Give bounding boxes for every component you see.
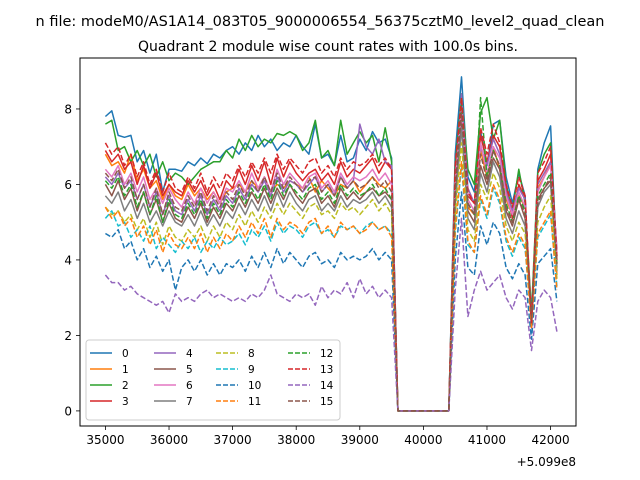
legend-label-4: 4 (186, 348, 193, 360)
legend-label-1: 1 (122, 364, 129, 376)
series-line-14 (104, 217, 558, 412)
plot-frame (79, 57, 577, 427)
series-layer (104, 76, 558, 412)
series-line-3 (104, 104, 558, 412)
legend-label-11: 11 (248, 396, 261, 408)
y-tick-label: 0 (64, 404, 72, 418)
series-line-9 (104, 164, 558, 412)
legend-label-2: 2 (122, 380, 129, 392)
series-line-13 (104, 96, 558, 412)
x-tick-label: 37000 (214, 433, 252, 447)
y-tick-label: 2 (64, 329, 72, 343)
x-tick-label: 41000 (468, 433, 506, 447)
series-line-8 (104, 142, 558, 412)
series-line-10 (105, 191, 558, 412)
series-line-12 (104, 96, 558, 412)
series-line-6 (104, 108, 558, 412)
legend-label-8: 8 (248, 348, 255, 360)
legend-label-9: 9 (248, 364, 255, 376)
y-axis: 0 2 4 6 8 (64, 102, 80, 418)
series-line-5 (104, 115, 558, 412)
series-line-11 (104, 161, 558, 412)
legend-label-5: 5 (186, 364, 193, 376)
x-tick-label: 40000 (404, 433, 442, 447)
legend-label-14: 14 (320, 380, 334, 392)
legend-label-15: 15 (320, 396, 333, 408)
x-tick-label: 42000 (531, 433, 569, 447)
legend-frame (85, 339, 341, 421)
y-tick-label: 4 (64, 253, 72, 267)
y-tick-label: 8 (64, 102, 72, 116)
chart-title: Quadrant 2 module wise count rates with … (138, 39, 518, 55)
legend-label-10: 10 (248, 380, 261, 392)
legend-label-6: 6 (186, 380, 193, 392)
legend-label-0: 0 (122, 348, 129, 360)
x-tick-label: 38000 (277, 433, 315, 447)
x-axis: 35000 36000 37000 38000 39000 40000 41000 42000 (86, 426, 570, 447)
x-tick-label: 39000 (341, 433, 379, 447)
legend-label-3: 3 (122, 396, 129, 408)
series-line-1 (104, 123, 558, 412)
legend-label-7: 7 (186, 396, 193, 408)
x-axis-offset-label: +5.099e8 (517, 455, 576, 469)
figure-suptitle: n file: modeM0/AS1A14_083T05_9000006554_… (36, 14, 605, 30)
series-line-15 (104, 111, 558, 412)
x-tick-label: 35000 (86, 433, 124, 447)
legend-label-12: 12 (320, 348, 333, 360)
legend-label-13: 13 (320, 364, 333, 376)
y-tick-label: 6 (64, 178, 72, 192)
series-line-7 (104, 127, 558, 412)
x-tick-label: 36000 (150, 433, 188, 447)
